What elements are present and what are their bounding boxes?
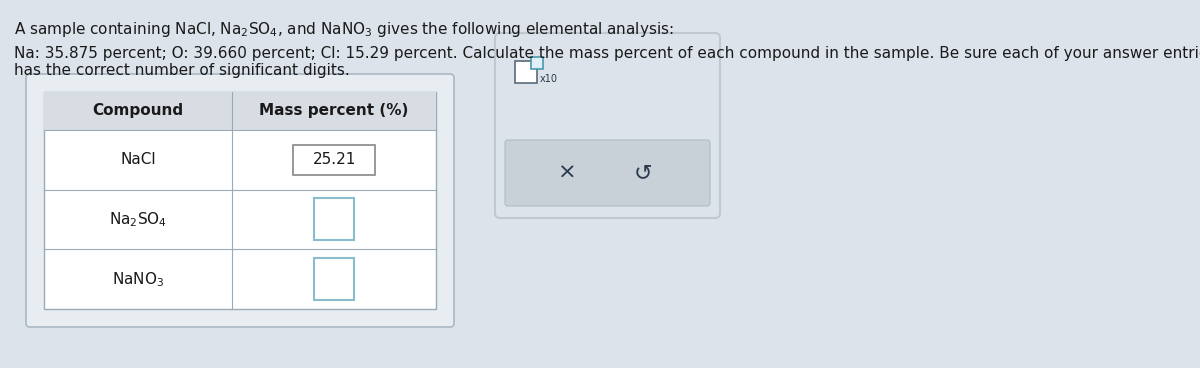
FancyBboxPatch shape bbox=[314, 258, 354, 300]
FancyBboxPatch shape bbox=[530, 57, 542, 69]
Text: x10: x10 bbox=[540, 74, 558, 84]
Text: NaCl: NaCl bbox=[120, 152, 156, 167]
Text: Na$_2$SO$_4$: Na$_2$SO$_4$ bbox=[109, 210, 167, 229]
Text: NaNO$_3$: NaNO$_3$ bbox=[112, 270, 164, 289]
Text: ×: × bbox=[558, 163, 577, 183]
FancyBboxPatch shape bbox=[293, 145, 376, 175]
FancyBboxPatch shape bbox=[26, 74, 454, 327]
Bar bbox=[44, 92, 436, 130]
FancyBboxPatch shape bbox=[515, 61, 538, 83]
FancyBboxPatch shape bbox=[505, 140, 710, 206]
FancyBboxPatch shape bbox=[314, 198, 354, 241]
Text: 25.21: 25.21 bbox=[312, 152, 355, 167]
Text: has the correct number of significant digits.: has the correct number of significant di… bbox=[14, 63, 349, 78]
Text: Compound: Compound bbox=[92, 103, 184, 118]
FancyBboxPatch shape bbox=[496, 33, 720, 218]
Text: ↺: ↺ bbox=[634, 163, 653, 183]
FancyBboxPatch shape bbox=[44, 92, 436, 309]
Text: Na: 35.875 percent; O: 39.660 percent; Cl: 15.29 percent. Calculate the mass per: Na: 35.875 percent; O: 39.660 percent; C… bbox=[14, 46, 1200, 61]
Text: Mass percent (%): Mass percent (%) bbox=[259, 103, 409, 118]
Text: A sample containing NaCl, Na$_2$SO$_4$, and NaNO$_3$ gives the following element: A sample containing NaCl, Na$_2$SO$_4$, … bbox=[14, 20, 673, 39]
